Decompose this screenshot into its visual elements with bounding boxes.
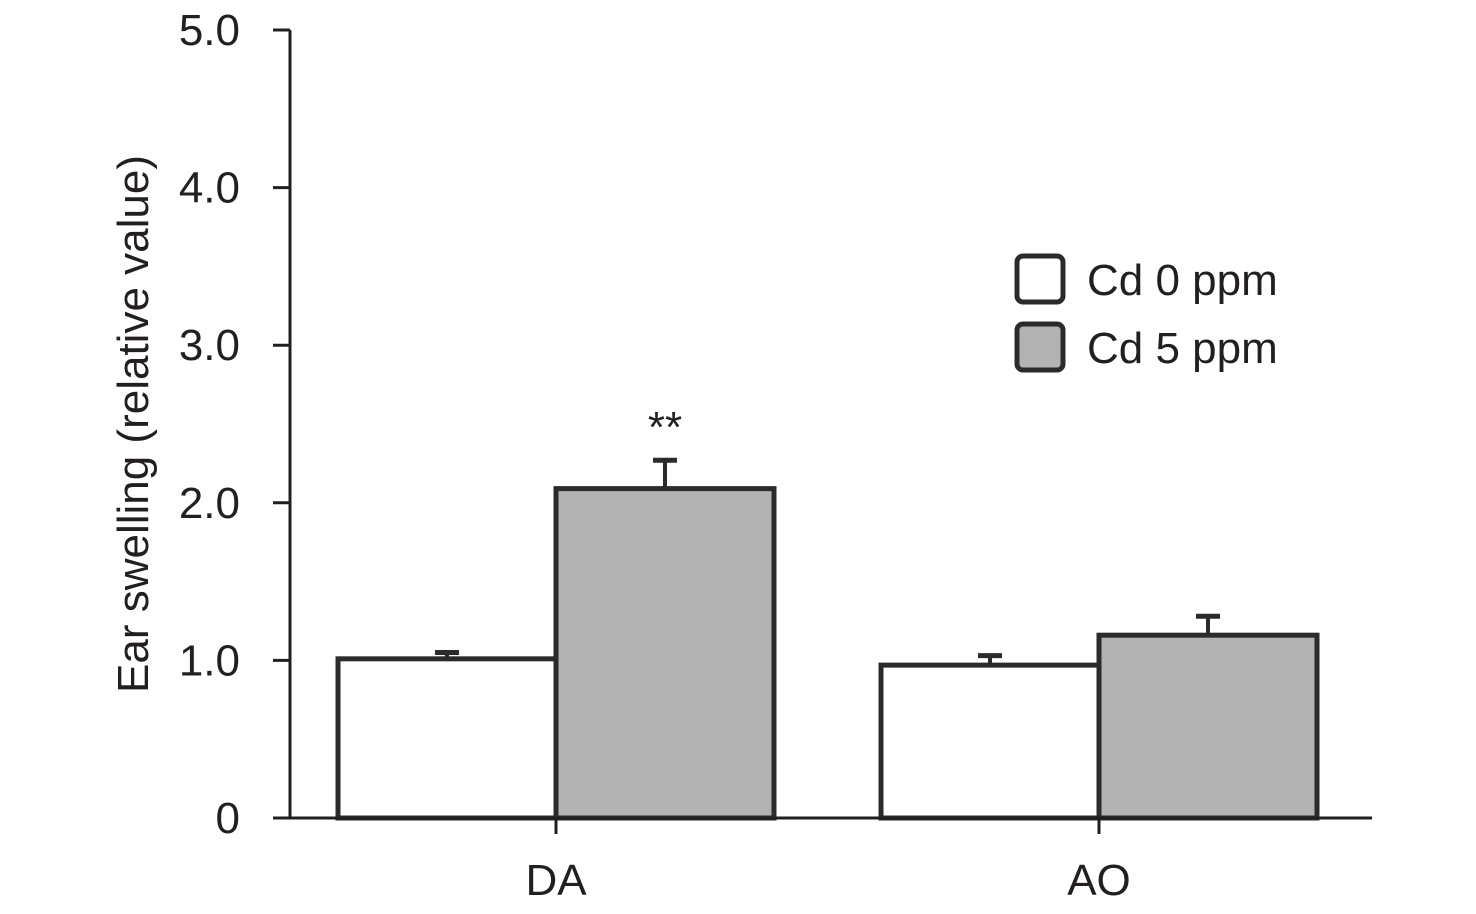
x-category-label: AO bbox=[1067, 856, 1131, 905]
y-ticks-layer: 0 1.0 2.0 3.0 4.0 5.0 bbox=[179, 6, 290, 843]
y-tick-label: 5.0 bbox=[179, 6, 240, 55]
legend-swatch bbox=[1014, 321, 1066, 373]
bar-ao-cd5 bbox=[1096, 632, 1320, 821]
axes-layer bbox=[288, 30, 1372, 820]
y-tick-label: 0 bbox=[216, 794, 240, 843]
y-tick-label: 2.0 bbox=[179, 479, 240, 528]
legend: Cd 0 ppm Cd 5 ppm bbox=[1014, 253, 1278, 373]
legend-label: Cd 0 ppm bbox=[1087, 256, 1278, 305]
error-bars-layer bbox=[435, 457, 1220, 666]
bar-da-cd5 bbox=[553, 486, 777, 821]
x-ticks-layer: DA AO bbox=[525, 818, 1131, 905]
y-tick-label: 4.0 bbox=[179, 164, 240, 213]
significance-annotation: ** bbox=[648, 403, 682, 452]
legend-swatch bbox=[1014, 253, 1066, 305]
y-tick-label: 1.0 bbox=[179, 636, 240, 685]
bar-da-cd0 bbox=[335, 656, 559, 821]
bars-layer bbox=[335, 486, 1320, 821]
y-axis-title: Ear swelling (relative value) bbox=[109, 155, 158, 693]
x-category-label: DA bbox=[525, 856, 587, 905]
y-tick-label: 3.0 bbox=[179, 321, 240, 370]
legend-label: Cd 5 ppm bbox=[1087, 324, 1278, 373]
annotations-layer: ** bbox=[648, 403, 682, 452]
bar-ao-cd0 bbox=[878, 662, 1102, 821]
